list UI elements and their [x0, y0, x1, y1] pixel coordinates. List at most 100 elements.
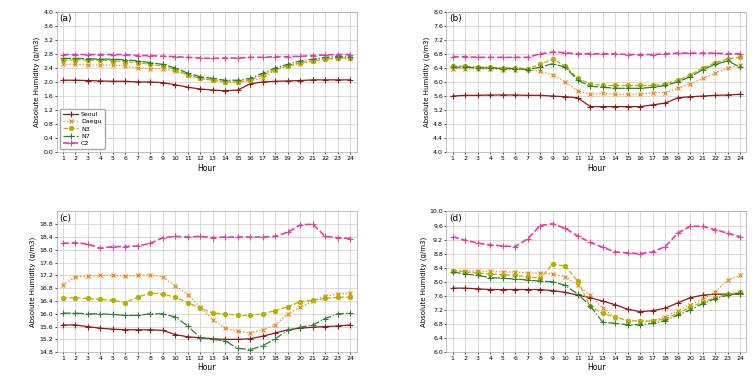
N7: [598, 85, 607, 89]
Daegu: [636, 92, 645, 97]
Daegu: [598, 306, 607, 310]
N7: [624, 86, 633, 91]
C2: [561, 50, 570, 55]
N3: [133, 295, 143, 300]
Seoul: [284, 327, 293, 332]
C2: [510, 244, 520, 249]
C2: [196, 234, 205, 239]
Line: N3: N3: [61, 56, 352, 84]
Line: C2: C2: [450, 221, 743, 257]
Daegu: [146, 66, 155, 71]
Seoul: [510, 287, 520, 292]
X-axis label: Hour: Hour: [587, 363, 605, 372]
N3: [448, 268, 457, 273]
Line: Daegu: Daegu: [61, 273, 352, 335]
Seoul: [308, 77, 317, 82]
C2: [146, 241, 155, 246]
N7: [573, 292, 582, 296]
N3: [598, 311, 607, 316]
Daegu: [296, 62, 305, 67]
N3: [158, 292, 167, 296]
N3: [535, 276, 544, 281]
N3: [320, 57, 329, 62]
N7: [561, 65, 570, 70]
Seoul: [624, 104, 633, 109]
Daegu: [723, 278, 732, 283]
Seoul: [448, 286, 457, 291]
Daegu: [221, 80, 230, 84]
Seoul: [636, 104, 645, 109]
C2: [461, 238, 470, 243]
N3: [636, 83, 645, 88]
C2: [736, 51, 745, 56]
N3: [208, 78, 217, 82]
N7: [196, 336, 205, 340]
N7: [233, 346, 242, 351]
Daegu: [259, 76, 268, 81]
Seoul: [259, 334, 268, 339]
Seoul: [183, 85, 192, 89]
N3: [624, 318, 633, 323]
N3: [196, 76, 205, 81]
N3: [320, 296, 329, 301]
N3: [673, 311, 682, 316]
Seoul: [121, 79, 130, 84]
C2: [586, 240, 595, 245]
X-axis label: Hour: Hour: [587, 164, 605, 173]
Seoul: [736, 92, 745, 97]
N7: [221, 339, 230, 343]
Seoul: [346, 77, 355, 82]
Seoul: [498, 287, 507, 292]
Daegu: [320, 57, 329, 62]
Daegu: [648, 90, 657, 95]
Daegu: [308, 299, 317, 303]
N7: [685, 74, 694, 79]
N3: [158, 64, 167, 68]
Seoul: [233, 337, 242, 342]
Daegu: [233, 80, 242, 84]
C2: [611, 250, 620, 254]
C2: [284, 54, 293, 59]
C2: [96, 52, 105, 57]
C2: [308, 222, 317, 226]
Daegu: [461, 66, 470, 71]
Text: (a): (a): [60, 14, 72, 24]
Daegu: [346, 56, 355, 61]
Seoul: [58, 323, 67, 327]
C2: [146, 53, 155, 58]
Seoul: [636, 309, 645, 314]
Daegu: [548, 272, 557, 276]
Y-axis label: Absolute Humidity (g/m3): Absolute Humidity (g/m3): [420, 237, 427, 327]
Daegu: [271, 323, 280, 327]
Daegu: [498, 270, 507, 274]
Seoul: [320, 77, 329, 82]
Line: N3: N3: [451, 55, 742, 87]
N3: [246, 78, 255, 82]
Daegu: [183, 292, 192, 297]
Daegu: [611, 315, 620, 320]
Seoul: [461, 93, 470, 98]
Seoul: [698, 293, 707, 298]
Daegu: [221, 326, 230, 330]
Daegu: [333, 56, 342, 61]
Daegu: [146, 272, 155, 277]
Daegu: [523, 271, 532, 275]
Daegu: [624, 92, 633, 97]
N3: [121, 59, 130, 64]
N7: [624, 322, 633, 327]
N3: [71, 58, 80, 62]
C2: [598, 51, 607, 56]
N3: [96, 58, 105, 62]
C2: [284, 230, 293, 235]
Line: Seoul: Seoul: [450, 91, 743, 110]
Seoul: [523, 287, 532, 292]
Daegu: [83, 274, 92, 278]
C2: [498, 243, 507, 248]
Line: Daegu: Daegu: [61, 57, 352, 84]
C2: [196, 56, 205, 60]
Daegu: [486, 269, 495, 274]
Seoul: [96, 326, 105, 330]
N3: [711, 295, 720, 300]
N7: [711, 62, 720, 67]
N7: [611, 321, 620, 325]
